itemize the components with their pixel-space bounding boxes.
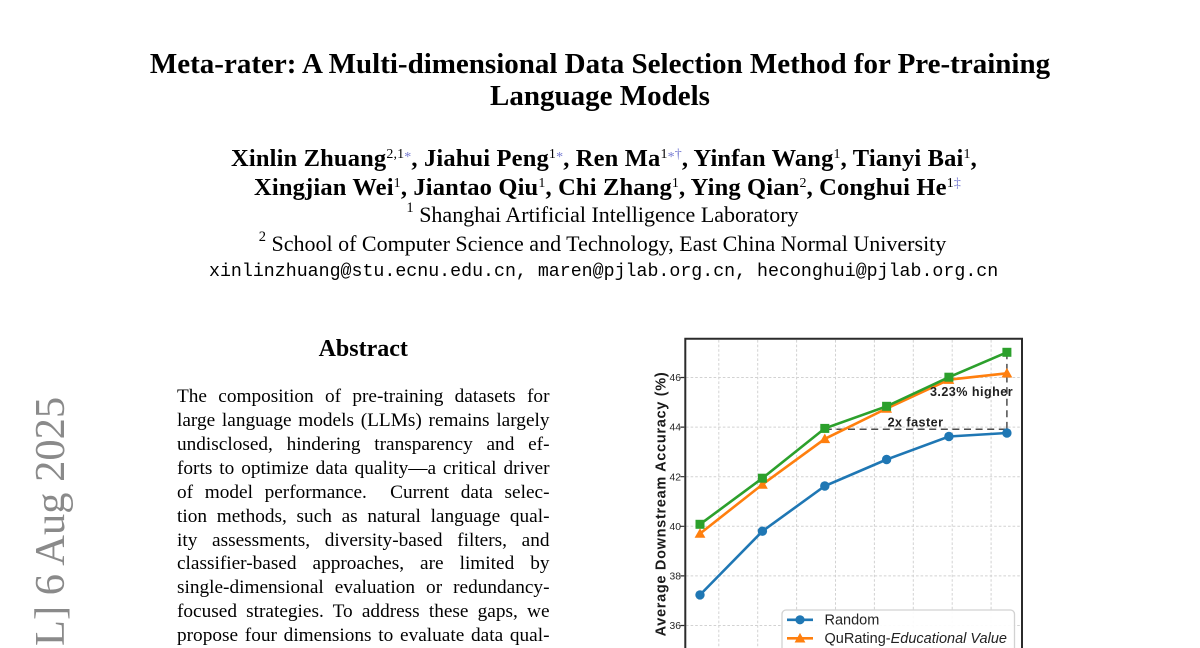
svg-text:44: 44 bbox=[670, 423, 682, 434]
svg-text:42: 42 bbox=[670, 472, 682, 483]
svg-text:46: 46 bbox=[670, 373, 682, 384]
svg-text:2x faster: 2x faster bbox=[888, 416, 944, 430]
svg-text:38: 38 bbox=[670, 572, 682, 583]
svg-text:40: 40 bbox=[670, 522, 682, 533]
svg-text:QuRating-Educational Value: QuRating-Educational Value bbox=[825, 631, 1007, 647]
svg-text:3.23% higher: 3.23% higher bbox=[930, 385, 1013, 399]
svg-text:Average Downstream Accuracy (%: Average Downstream Accuracy (%) bbox=[654, 372, 670, 637]
svg-text:Random: Random bbox=[825, 613, 880, 629]
svg-text:L] 6 Aug 2025: L] 6 Aug 2025 bbox=[27, 397, 74, 646]
svg-text:36: 36 bbox=[670, 621, 682, 632]
